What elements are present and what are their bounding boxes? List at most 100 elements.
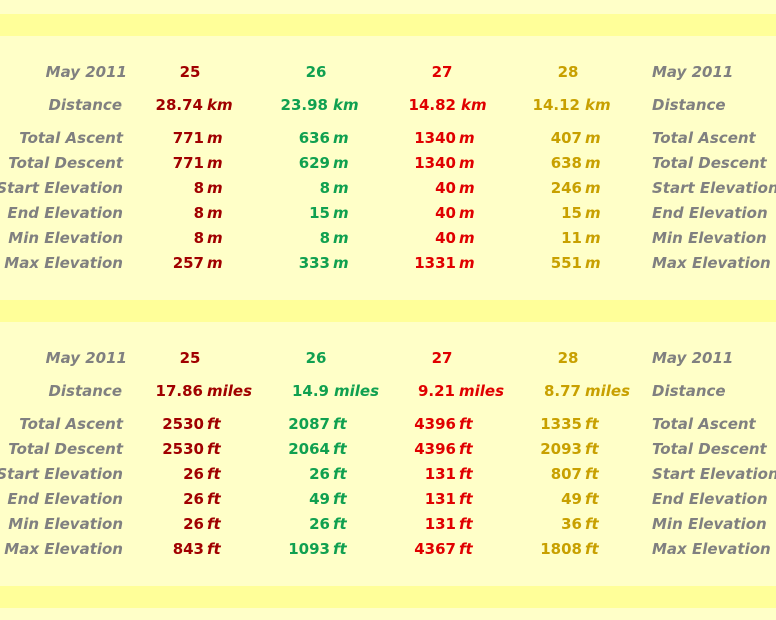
stat-unit: m [585,179,601,197]
day-25-header: 25 [179,63,201,81]
stat-label-right: Total Descent [652,440,767,458]
stat-unit: m [585,254,601,272]
stat-value: 636 [298,129,330,147]
bottom-band [0,586,776,608]
stat-label-right: Start Elevation [652,179,776,197]
stat-value: 131 [424,465,456,483]
distance-label-right: Distance [652,382,726,400]
stat-label: Min Elevation [8,229,123,247]
stat-value: 2530 [162,440,204,458]
stat-unit: ft [459,490,473,508]
stat-unit: ft [585,465,599,483]
stat-unit: m [207,254,223,272]
distance-value: 23.98 [280,96,328,114]
stat-value: 40 [435,229,456,247]
stat-row: Max Elevation 257 m 333 m 1331 m 551 m Max Elevat… [0,254,776,276]
stat-label: Total Descent [8,154,123,172]
stat-value: 36 [561,515,582,533]
stat-value: 771 [172,154,204,172]
stat-unit: m [459,129,475,147]
stat-unit: m [459,179,475,197]
distance-value: 28.74 [155,96,203,114]
stat-unit: ft [459,515,473,533]
stat-row: Min Elevation 8 m 8 m 40 m 11 m Min Elevation [0,229,776,251]
stat-value: 2093 [540,440,582,458]
stat-unit: m [585,204,601,222]
stat-unit: m [333,254,349,272]
middle-band [0,300,776,322]
stat-unit: m [207,204,223,222]
stat-unit: ft [333,415,347,433]
stat-label-right: End Elevation [652,490,768,508]
stat-value: 8 [319,229,330,247]
stat-unit: ft [207,465,221,483]
stat-label-right: Min Elevation [652,515,767,533]
stat-value: 4396 [414,440,456,458]
stat-label: Max Elevation [4,254,123,272]
stat-unit: m [585,129,601,147]
stat-value: 49 [561,490,582,508]
distance-value: 9.21 [417,382,455,400]
stat-unit: ft [207,415,221,433]
stat-value: 26 [183,490,204,508]
stat-label: Min Elevation [8,515,123,533]
stat-unit: ft [585,515,599,533]
stat-unit: m [459,229,475,247]
stat-unit: ft [333,515,347,533]
stat-value: 40 [435,179,456,197]
stat-value: 2087 [288,415,330,433]
stat-label: Total Descent [8,440,123,458]
stat-unit: ft [459,440,473,458]
stat-value: 257 [172,254,204,272]
distance-label: Distance [48,382,122,400]
stat-label: Total Ascent [19,415,123,433]
stat-unit: m [459,254,475,272]
stat-value: 843 [172,540,204,558]
stat-value: 638 [550,154,582,172]
stat-value: 4367 [414,540,456,558]
stat-unit: m [459,204,475,222]
stat-unit: ft [585,540,599,558]
day-25-header: 25 [179,349,201,367]
stat-row: Start Elevation 26 ft 26 ft 131 ft 807 ft Start E… [0,465,776,487]
day-26-header: 26 [305,63,327,81]
stat-row: Max Elevation 843 ft 1093 ft 4367 ft 1808 ft Max … [0,540,776,562]
distance-value: 8.77 [543,382,581,400]
stat-value: 40 [435,204,456,222]
stat-row: Min Elevation 26 ft 26 ft 131 ft 36 ft Min Elevat… [0,515,776,537]
distance-row: Distance 28.74 km 23.98 km 14.82 km 14.12 km Dist… [0,96,776,118]
stat-unit: m [585,229,601,247]
stat-value: 1340 [414,129,456,147]
distance-unit: km [585,96,611,114]
distance-label-right: Distance [652,96,726,114]
stat-label-right: Max Elevation [652,540,771,558]
stat-unit: ft [207,540,221,558]
stat-value: 131 [424,515,456,533]
stat-value: 15 [561,204,582,222]
stat-value: 1331 [414,254,456,272]
distance-unit: km [333,96,359,114]
stat-unit: m [333,179,349,197]
distance-label: Distance [48,96,122,114]
stat-label: Total Ascent [19,129,123,147]
header-row: May 2011 25 26 27 28 May 2011 [0,349,776,371]
stat-value: 15 [309,204,330,222]
stat-label-right: Total Ascent [652,129,756,147]
stat-row: Start Elevation 8 m 8 m 40 m 246 m Start Elevatio… [0,179,776,201]
stat-unit: ft [459,465,473,483]
day-28-header: 28 [557,349,579,367]
stat-value: 49 [309,490,330,508]
stat-unit: m [207,179,223,197]
stat-value: 771 [172,129,204,147]
stat-value: 4396 [414,415,456,433]
stat-value: 8 [193,204,204,222]
stat-unit: ft [459,415,473,433]
stat-unit: ft [207,490,221,508]
day-26-header: 26 [305,349,327,367]
stat-label-right: End Elevation [652,204,768,222]
distance-value: 14.82 [408,96,456,114]
stat-unit: ft [333,540,347,558]
stat-unit: m [207,229,223,247]
month-label: May 2011 [45,349,127,367]
stat-unit: ft [333,490,347,508]
